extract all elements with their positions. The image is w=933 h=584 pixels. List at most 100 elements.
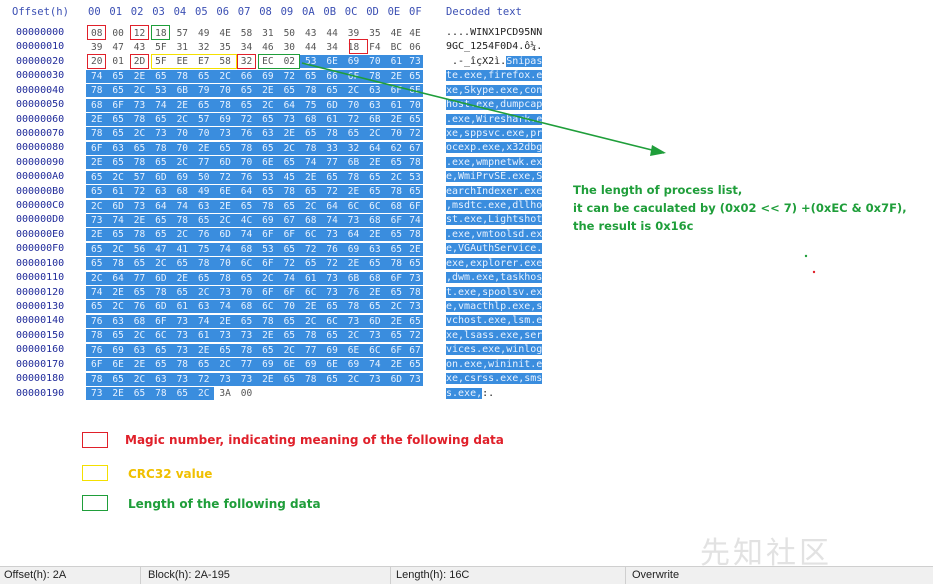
- decoded-text-line[interactable]: exe,explorer.exe: [446, 257, 543, 269]
- hex-byte[interactable]: 6D: [385, 372, 407, 386]
- hex-byte[interactable]: 2C: [86, 271, 108, 285]
- hex-byte[interactable]: 45: [278, 170, 300, 184]
- hex-byte[interactable]: 68: [300, 113, 322, 127]
- hex-byte[interactable]: 78: [86, 84, 108, 98]
- hex-byte[interactable]: 4E: [409, 27, 421, 39]
- hex-byte[interactable]: 69: [257, 213, 279, 227]
- hex-byte[interactable]: 78: [257, 199, 279, 213]
- hex-byte[interactable]: 72: [407, 329, 423, 343]
- hex-byte[interactable]: 2C: [364, 127, 386, 141]
- hex-byte[interactable]: 6E: [278, 358, 300, 372]
- hex-byte[interactable]: 57: [128, 170, 151, 184]
- hex-byte[interactable]: 78: [214, 98, 236, 112]
- hex-byte[interactable]: 65: [385, 286, 407, 300]
- hex-byte[interactable]: 78: [235, 343, 258, 357]
- hex-byte[interactable]: 70: [278, 300, 300, 314]
- decoded-text-line[interactable]: 9GC_1254F0D4.ô¼.: [446, 41, 543, 53]
- hex-byte[interactable]: 70: [193, 127, 215, 141]
- hex-byte[interactable]: 58: [219, 56, 231, 68]
- hex-byte[interactable]: 68: [235, 300, 258, 314]
- decoded-text-line[interactable]: xe,lsass.exe,ser: [446, 329, 543, 341]
- hex-byte[interactable]: 65: [300, 127, 322, 141]
- hex-byte[interactable]: 73: [235, 329, 258, 343]
- hex-byte[interactable]: 01: [112, 56, 124, 68]
- hex-byte[interactable]: 65: [128, 286, 151, 300]
- hex-byte[interactable]: 65: [321, 170, 343, 184]
- hex-byte[interactable]: 6D: [150, 170, 172, 184]
- hex-byte[interactable]: 6E: [214, 185, 236, 199]
- hex-byte[interactable]: 65: [150, 113, 172, 127]
- hex-byte[interactable]: 65: [407, 185, 423, 199]
- hex-byte[interactable]: 2C: [385, 170, 407, 184]
- hex-byte[interactable]: 2C: [128, 84, 151, 98]
- hex-byte[interactable]: 2E: [364, 156, 386, 170]
- hex-byte[interactable]: 6C: [342, 199, 365, 213]
- hex-byte[interactable]: 65: [257, 141, 279, 155]
- hex-byte[interactable]: 6E: [107, 358, 129, 372]
- hex-byte[interactable]: 65: [385, 228, 407, 242]
- hex-byte[interactable]: 70: [214, 84, 236, 98]
- hex-byte[interactable]: 34: [240, 41, 253, 53]
- hex-byte[interactable]: 65: [171, 257, 193, 271]
- hex-byte[interactable]: 6F: [407, 199, 423, 213]
- hex-byte[interactable]: 65: [257, 113, 279, 127]
- hex-byte[interactable]: 64: [321, 199, 343, 213]
- hex-byte[interactable]: 2C: [278, 141, 300, 155]
- hex-byte[interactable]: 32: [197, 41, 210, 53]
- hex-byte[interactable]: 65: [150, 343, 172, 357]
- hex-byte[interactable]: 65: [107, 228, 129, 242]
- hex-byte[interactable]: 08: [90, 27, 103, 39]
- hex-byte[interactable]: 74: [235, 228, 258, 242]
- hex-byte[interactable]: 6B: [171, 84, 193, 98]
- hex-byte[interactable]: 56: [128, 242, 151, 256]
- hex-byte[interactable]: 2E: [171, 98, 193, 112]
- hex-byte[interactable]: 43: [133, 41, 146, 53]
- hex-byte[interactable]: 73: [214, 127, 236, 141]
- hex-byte[interactable]: 18: [347, 41, 360, 53]
- hex-byte[interactable]: 65: [364, 300, 386, 314]
- hex-byte[interactable]: 20: [90, 56, 103, 68]
- hex-byte[interactable]: 6C: [364, 343, 386, 357]
- hex-byte[interactable]: 74: [214, 242, 236, 256]
- hex-byte[interactable]: 73: [214, 286, 236, 300]
- hex-byte[interactable]: 78: [342, 170, 365, 184]
- hex-byte[interactable]: 65: [86, 185, 108, 199]
- hex-byte[interactable]: 6E: [342, 343, 365, 357]
- hex-byte[interactable]: 18: [155, 27, 167, 39]
- hex-byte[interactable]: 67: [278, 213, 300, 227]
- hex-byte[interactable]: 76: [235, 127, 258, 141]
- hex-byte[interactable]: 6F: [107, 98, 129, 112]
- hex-byte[interactable]: 75: [300, 98, 322, 112]
- hex-byte[interactable]: 65: [235, 314, 258, 328]
- hex-byte[interactable]: 69: [342, 55, 365, 69]
- hex-byte[interactable]: 73: [214, 329, 236, 343]
- hex-byte[interactable]: 12: [133, 27, 146, 39]
- decoded-text-line[interactable]: on.exe,wininit.e: [446, 358, 543, 370]
- hex-byte[interactable]: 73: [214, 372, 236, 386]
- hex-byte[interactable]: 2E: [214, 199, 236, 213]
- decoded-text-line[interactable]: st.exe,Lightshot: [446, 214, 543, 226]
- hex-byte[interactable]: 78: [86, 127, 108, 141]
- hex-byte[interactable]: 78: [128, 113, 151, 127]
- hex-byte[interactable]: 73: [171, 343, 193, 357]
- hex-byte[interactable]: 78: [86, 329, 108, 343]
- hex-byte[interactable]: 63: [364, 98, 386, 112]
- hex-byte[interactable]: 62: [385, 141, 407, 155]
- hex-byte[interactable]: 73: [407, 372, 423, 386]
- hex-byte[interactable]: 68: [364, 271, 386, 285]
- hex-byte[interactable]: 6D: [150, 271, 172, 285]
- hex-byte[interactable]: 6B: [342, 156, 365, 170]
- hex-byte[interactable]: 2D: [133, 56, 146, 68]
- hex-byte[interactable]: 65: [214, 141, 236, 155]
- hex-byte[interactable]: 6C: [321, 314, 343, 328]
- hex-byte[interactable]: 2E: [385, 113, 407, 127]
- hex-byte[interactable]: 65: [107, 156, 129, 170]
- hex-byte[interactable]: 65: [278, 84, 300, 98]
- hex-byte[interactable]: 64: [342, 228, 365, 242]
- hex-byte[interactable]: 49: [193, 185, 215, 199]
- hex-byte[interactable]: 74: [300, 156, 322, 170]
- hex-byte[interactable]: 70: [171, 127, 193, 141]
- hex-byte[interactable]: 2C: [128, 372, 151, 386]
- hex-byte[interactable]: 64: [107, 271, 129, 285]
- hex-byte[interactable]: 74: [107, 213, 129, 227]
